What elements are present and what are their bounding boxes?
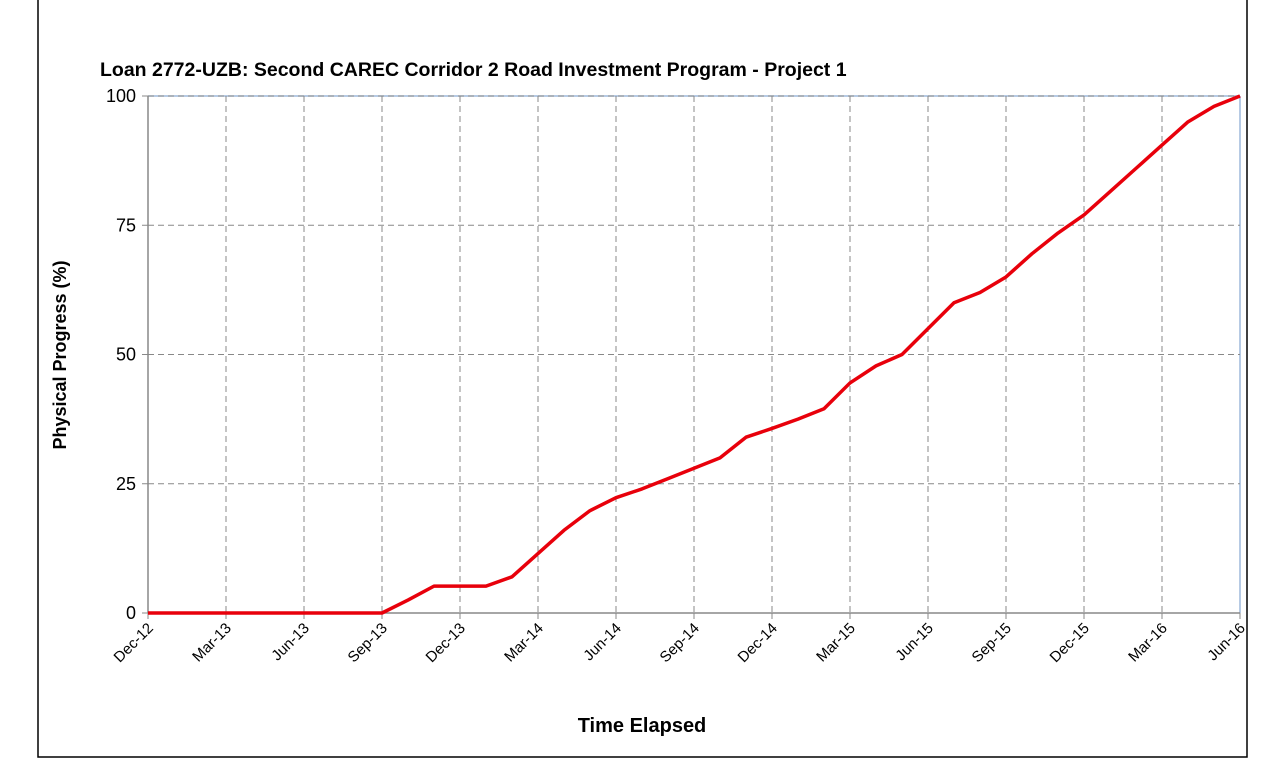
chart-title: Loan 2772-UZB: Second CAREC Corridor 2 R… — [100, 59, 847, 81]
data-line — [148, 94, 1241, 615]
chart-frame — [37, 0, 1248, 758]
y-axis-title: Physical Progress (%) — [50, 260, 70, 449]
x-axis-title: Time Elapsed — [578, 715, 707, 737]
y-tick-label: 50 — [116, 345, 136, 365]
y-tick-label: 25 — [116, 474, 136, 494]
y-tick-label: 0 — [126, 603, 136, 623]
y-tick-label: 100 — [106, 86, 136, 106]
y-tick-label: 75 — [116, 215, 136, 235]
